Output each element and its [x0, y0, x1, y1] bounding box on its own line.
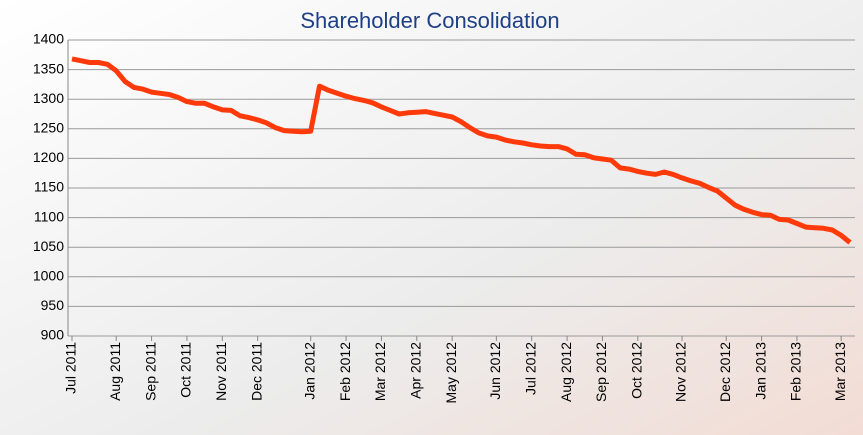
x-tick-label: Dec 2011: [248, 342, 264, 401]
x-tick-label: Oct 2011: [178, 342, 194, 398]
y-tick-label: 1050: [33, 238, 64, 254]
x-tick-label: Dec 2012: [717, 342, 733, 402]
x-tick-label: Jun 2012: [487, 342, 503, 400]
x-tick-label: May 2012: [443, 342, 459, 404]
y-tick-label: 1200: [33, 149, 64, 165]
y-tick-label: 1300: [33, 90, 64, 106]
data-line: [71, 56, 852, 245]
x-tick-label: Aug 2011: [107, 342, 123, 401]
y-tick-label: 1400: [33, 31, 64, 47]
chart-title: Shareholder Consolidation: [300, 8, 559, 33]
x-tick-label: Apr 2012: [407, 342, 423, 399]
x-tick-label: Feb 2013: [788, 342, 804, 401]
y-tick-label: 1100: [34, 208, 64, 224]
x-tick-label: Sep 2012: [593, 342, 609, 402]
y-tick-label: 950: [41, 297, 65, 313]
x-tick-label: Sep 2011: [142, 342, 158, 401]
x-tick-label: Jan 2012: [301, 342, 317, 400]
x-tick-label: Jan 2013: [752, 342, 768, 400]
x-tick-label: Jul 2012: [522, 342, 538, 395]
x-tick-label: Aug 2012: [558, 342, 574, 402]
y-tick-label: 900: [41, 327, 65, 343]
x-tick-label: Jul 2011: [63, 342, 79, 394]
x-tick-label: Oct 2012: [629, 342, 645, 399]
y-tick-label: 1350: [33, 60, 64, 76]
x-tick-label: Feb 2012: [337, 342, 353, 401]
y-tick-label: 1000: [33, 268, 64, 284]
x-tick-label: Mar 2012: [372, 342, 388, 401]
x-tick-label: Nov 2011: [213, 342, 229, 401]
y-tick-label: 1250: [33, 120, 64, 136]
x-tick-label: Nov 2012: [673, 342, 689, 402]
x-tick-label: Mar 2013: [832, 342, 848, 401]
y-tick-label: 1150: [34, 179, 64, 195]
